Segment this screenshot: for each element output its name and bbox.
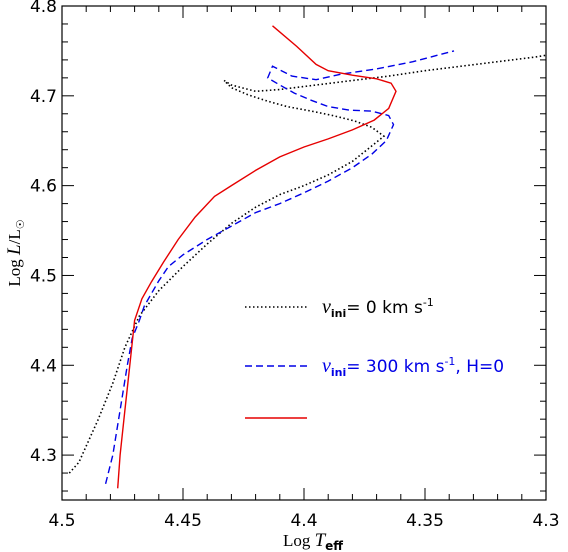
series-layer <box>68 25 546 489</box>
x-tick-label: 4.5 <box>48 511 75 531</box>
legend-label-2: vini= 300 km s-1, H=0 <box>322 355 504 379</box>
legend: vini= 0 km s-1 vini= 300 km s-1, H=0 <box>245 296 504 419</box>
axis-ticks <box>61 5 547 500</box>
x-axis-label: Log Teff <box>283 530 343 552</box>
y-tick-label: 4.7 <box>30 87 57 107</box>
series-line-3 <box>117 25 397 489</box>
legend-label-1: vini= 0 km s-1 <box>322 296 434 320</box>
series-line-1 <box>68 54 546 474</box>
series-line-2 <box>104 50 455 484</box>
plot-frame <box>61 5 547 501</box>
y-tick-label: 4.3 <box>30 446 57 466</box>
axis-tick-labels: 4.5 4.45 4.4 4.35 4.3 4.3 4.4 4.5 4.6 4.7 4.8 <box>30 0 560 531</box>
y-axis-label: Log L/L☉ <box>4 219 27 286</box>
x-tick-label: 4.45 <box>164 511 202 531</box>
x-tick-label: 4.4 <box>290 511 317 531</box>
y-tick-label: 4.4 <box>30 356 57 376</box>
y-tick-label: 4.6 <box>30 177 57 197</box>
y-tick-label: 4.8 <box>30 0 57 17</box>
y-tick-label: 4.5 <box>30 266 57 286</box>
x-tick-label: 4.3 <box>532 511 559 531</box>
x-tick-label: 4.35 <box>406 511 444 531</box>
